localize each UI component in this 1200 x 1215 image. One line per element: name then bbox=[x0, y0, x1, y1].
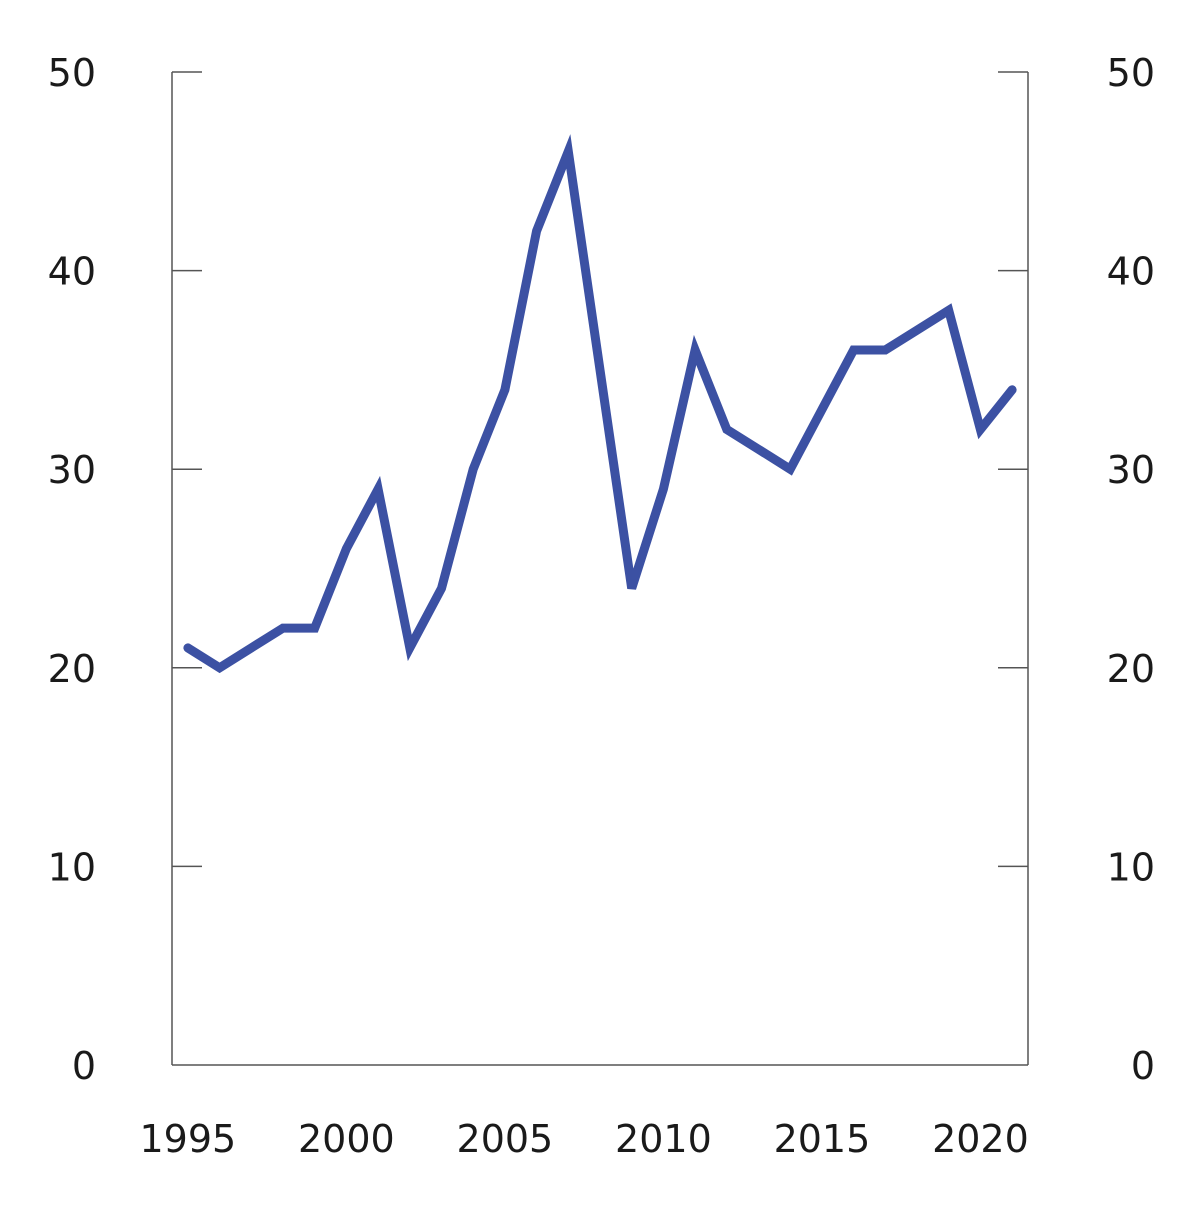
x-tick-label-2020: 2020 bbox=[932, 1117, 1029, 1161]
y-tick-label-left-30: 30 bbox=[48, 448, 96, 492]
x-tick-label-1995: 1995 bbox=[139, 1117, 236, 1161]
ticks bbox=[172, 71, 1028, 868]
y-tick-label-left-20: 20 bbox=[48, 647, 96, 691]
series-line-0 bbox=[183, 134, 1017, 674]
y-tick-label-right-10: 10 bbox=[1107, 845, 1155, 889]
y-tick-label-left-10: 10 bbox=[48, 845, 96, 889]
x-tick-label-2015: 2015 bbox=[774, 1117, 871, 1161]
y-tick-label-right-50: 50 bbox=[1107, 51, 1155, 95]
series-group bbox=[183, 134, 1017, 674]
y-tick-label-left-50: 50 bbox=[48, 51, 96, 95]
x-tick-label-2005: 2005 bbox=[457, 1117, 554, 1161]
axes bbox=[171, 72, 1029, 1066]
x-tick-label-2000: 2000 bbox=[298, 1117, 395, 1161]
y-tick-label-left-0: 0 bbox=[72, 1044, 96, 1088]
y-tick-label-right-20: 20 bbox=[1107, 647, 1155, 691]
y-tick-label-right-0: 0 bbox=[1131, 1044, 1155, 1088]
x-tick-label-2010: 2010 bbox=[615, 1117, 712, 1161]
y-tick-label-right-40: 40 bbox=[1107, 250, 1155, 294]
y-tick-label-left-40: 40 bbox=[48, 250, 96, 294]
y-tick-label-right-30: 30 bbox=[1107, 448, 1155, 492]
tick-labels: 0 10 20 30 40 50 0 10 20 30 40 50 1995 2000 2005 2010 20… bbox=[48, 51, 1155, 1161]
